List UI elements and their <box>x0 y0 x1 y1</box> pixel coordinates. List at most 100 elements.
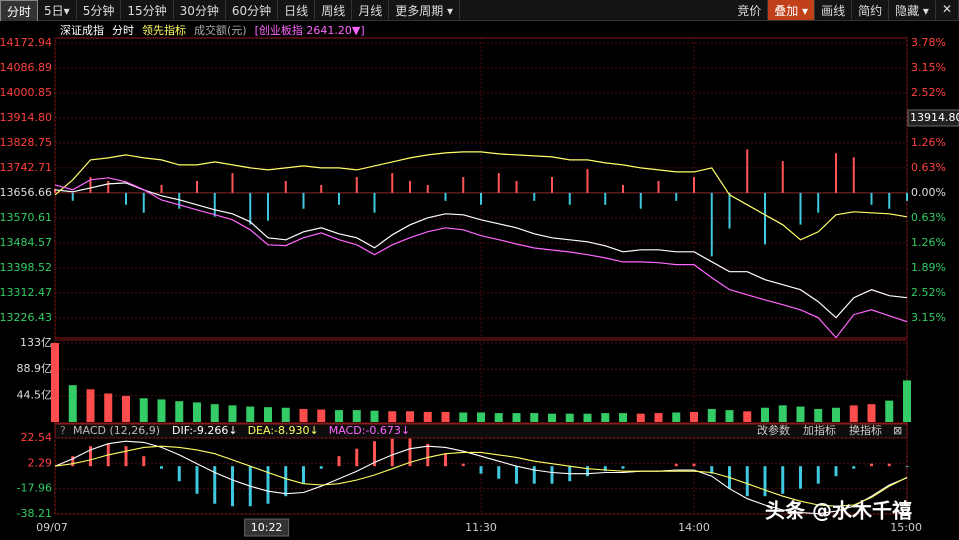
button[interactable]: 叠加 ▾ <box>768 0 816 20</box>
y-tick-label: 13570.61 <box>0 211 52 224</box>
button[interactable]: 隐藏 ▾ <box>889 0 936 20</box>
close-button[interactable]: ⊠ <box>893 424 902 437</box>
macd-button[interactable]: 换指标 <box>849 423 882 437</box>
tab[interactable]: 30分钟 <box>174 0 226 20</box>
y-tick-label: 13656.66 <box>0 186 52 199</box>
tab[interactable]: 月线 <box>352 0 390 20</box>
macd-line <box>54 440 908 515</box>
volume-bar <box>530 413 539 422</box>
macd-bar <box>142 456 146 467</box>
legend-turnover: 成交额(元) <box>194 23 247 37</box>
lead-bar <box>515 180 518 193</box>
macd-bar <box>532 466 536 484</box>
volume-bar <box>210 404 219 422</box>
button[interactable]: 竞价 <box>731 0 769 20</box>
volume-bar <box>761 407 769 422</box>
lead-bar <box>693 177 695 193</box>
macd-bar <box>337 456 341 467</box>
volume-bar <box>494 413 503 422</box>
macd-bar <box>213 466 217 504</box>
volume-bar <box>778 405 787 422</box>
button[interactable]: 画线 <box>815 0 853 20</box>
cursor-price-box <box>907 109 959 127</box>
lead-bar <box>409 180 411 193</box>
macd-bar <box>408 438 412 467</box>
volume-bar <box>885 400 894 422</box>
lead-bar <box>888 192 891 209</box>
macd-bar <box>319 466 323 469</box>
volume-bar <box>264 407 272 422</box>
lead-bar <box>906 192 908 201</box>
macd-bar <box>177 466 181 482</box>
tab[interactable]: 周线 <box>315 0 353 20</box>
x-tick-label: 14:00 <box>678 521 710 534</box>
y-tick-label: -38.21 <box>17 507 52 520</box>
volume-bar <box>849 405 858 422</box>
macd-title: MACD (12,26,9) <box>73 424 160 437</box>
lead-bar <box>160 184 163 193</box>
lead-bar <box>728 192 731 229</box>
y-tick-label: 2.29 <box>28 456 53 469</box>
series-line <box>54 177 908 339</box>
button[interactable]: ✕ <box>936 0 959 20</box>
volume-bar <box>317 409 326 422</box>
lead-bar <box>622 184 624 193</box>
cursor-time-box <box>244 518 290 537</box>
lead-bar <box>249 192 252 225</box>
tab[interactable]: 日线 <box>278 0 316 20</box>
lead-bar <box>799 192 802 225</box>
macd-bar <box>586 466 589 477</box>
lead-bar <box>231 173 234 193</box>
lead-bar <box>746 149 749 193</box>
macd-bar <box>870 463 873 467</box>
tab[interactable]: 5分钟 <box>77 0 122 20</box>
lead-bar <box>373 192 376 213</box>
tab[interactable]: 15分钟 <box>121 0 174 20</box>
macd-bar <box>550 466 554 484</box>
lead-bar <box>267 192 269 221</box>
cursor-time: 10:22 <box>251 521 283 534</box>
lead-bar <box>533 192 536 201</box>
lead-bar <box>852 157 855 193</box>
volume-bar <box>636 413 645 422</box>
macd-bar <box>124 446 128 467</box>
toolbar: 分时 5日▾ 5分钟 15分钟 30分钟 60分钟 日线 周线 月线 更多周期 … <box>0 0 959 22</box>
y-tick-label: 13398.52 <box>0 261 52 274</box>
y2-tick-label: 1.89% <box>911 261 946 274</box>
volume-bar <box>707 408 716 422</box>
y2-tick-label: 3.15% <box>911 61 946 74</box>
lead-bar <box>568 192 571 205</box>
tab[interactable]: 更多周期 ▾ <box>389 0 461 20</box>
macd-readout: DIF:-9.266↓ <box>172 424 238 437</box>
y-tick-label: 133亿 <box>20 336 52 349</box>
y2-tick-label: 1.26% <box>911 236 946 249</box>
macd-bar <box>284 466 288 497</box>
volume-bar <box>299 408 308 422</box>
lead-bar <box>764 192 766 245</box>
cursor-price: 13914.80 <box>910 111 959 124</box>
volume-bar <box>175 401 184 422</box>
macd-bar <box>302 466 305 484</box>
lead-bar <box>657 180 660 193</box>
macd-bar <box>195 466 199 494</box>
macd-bar <box>692 463 696 467</box>
lead-bar <box>480 192 482 205</box>
macd-bar <box>266 466 270 504</box>
lead-bar <box>196 180 198 193</box>
volume-bar <box>672 412 681 422</box>
button[interactable]: 简约 <box>852 0 890 20</box>
volume-bar <box>193 402 201 422</box>
tab[interactable]: 5日▾ <box>38 0 77 20</box>
volume-bar <box>601 413 610 422</box>
lead-bar <box>426 184 429 193</box>
lead-bar <box>835 153 837 193</box>
watermark: 头条 @水木千禧 <box>765 499 912 523</box>
y-tick-label: 13226.43 <box>0 311 52 324</box>
macd-button[interactable]: 改参数 <box>757 423 790 437</box>
tab[interactable]: 60分钟 <box>226 0 279 20</box>
macd-bar <box>763 466 767 497</box>
macd-button[interactable]: 加指标 <box>803 423 836 437</box>
lead-bar <box>604 192 607 205</box>
y-tick-label: 13828.75 <box>0 136 52 149</box>
